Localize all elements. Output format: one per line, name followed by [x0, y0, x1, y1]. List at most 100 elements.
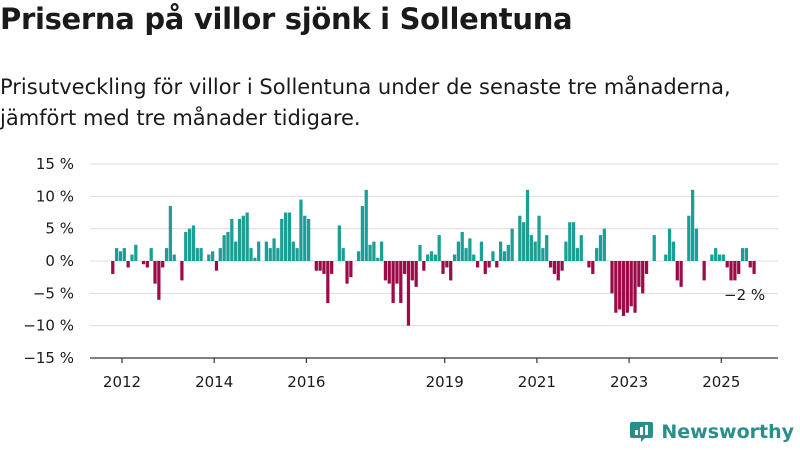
bar: [744, 248, 749, 261]
bar: [237, 218, 242, 261]
bar: [445, 261, 449, 268]
bar: [687, 215, 691, 261]
bar: [134, 244, 138, 261]
gridlines: [90, 163, 778, 327]
bar: [560, 261, 564, 271]
x-tick-label: 2012: [103, 373, 141, 388]
bar: [337, 225, 341, 261]
bar: [633, 261, 637, 313]
y-tick-label: −15 %: [23, 349, 74, 367]
bar: [495, 261, 499, 268]
bar: [748, 261, 752, 268]
y-tick-label: 0 %: [45, 252, 74, 270]
bar: [214, 261, 219, 271]
bar: [245, 212, 249, 261]
bar: [403, 261, 407, 274]
bar: [268, 248, 272, 261]
bar: [479, 241, 484, 261]
x-tick-label: 2016: [287, 373, 325, 388]
annotations: −2 %: [724, 286, 765, 304]
bar: [725, 261, 729, 268]
bar: [118, 251, 123, 261]
bar: [307, 218, 311, 261]
bar: [387, 261, 391, 284]
bar: [579, 235, 583, 261]
bar: [441, 261, 445, 274]
bar-chart: 15 %10 %5 %0 %−5 %−10 %−15 % 2012 2014 201…: [23, 155, 778, 388]
x-tick-label: 2019: [426, 373, 464, 388]
bars: [111, 189, 756, 326]
bar: [195, 248, 199, 261]
bar: [322, 261, 326, 274]
bar: [330, 261, 334, 274]
bar: [740, 248, 745, 261]
bar: [575, 248, 580, 261]
bar: [587, 261, 591, 268]
bar: [318, 261, 322, 271]
bar: [356, 251, 361, 261]
bar: [541, 248, 545, 261]
bar: [548, 261, 553, 268]
bar: [752, 261, 756, 274]
newsworthy-chart-icon: [630, 422, 654, 442]
y-tick-label: −5 %: [33, 284, 74, 302]
bar: [230, 218, 234, 261]
bar: [721, 254, 725, 261]
bar: [395, 261, 399, 284]
bar: [510, 228, 514, 261]
bar: [249, 248, 253, 261]
bar: [506, 244, 510, 261]
bar: [710, 254, 714, 261]
bar: [591, 261, 595, 274]
bar: [625, 261, 629, 313]
bar: [629, 261, 633, 307]
bar: [610, 261, 614, 294]
x-tick-label: 2021: [518, 373, 556, 388]
bar: [595, 248, 599, 261]
bar: [364, 189, 368, 261]
x-axis: 2012 2014 2016 2019 2021 2023 2025: [90, 357, 778, 388]
bar: [637, 261, 641, 287]
bar: [222, 235, 226, 261]
bar: [341, 248, 345, 261]
bar: [502, 251, 507, 261]
bar: [283, 212, 288, 261]
bar: [295, 248, 299, 261]
bar: [598, 235, 603, 261]
bar: [545, 235, 549, 261]
bar: [472, 254, 476, 261]
bar: [468, 238, 472, 261]
bar: [449, 261, 453, 281]
bar: [184, 231, 188, 261]
bar: [372, 241, 376, 261]
bar: [299, 199, 303, 261]
bar: [733, 261, 737, 281]
bar: [383, 261, 388, 281]
bar: [533, 241, 537, 261]
bar: [433, 254, 437, 261]
newsworthy-logo: Newsworthy: [630, 419, 794, 444]
bar: [314, 261, 318, 271]
bar: [714, 248, 718, 261]
bar: [391, 261, 395, 304]
bar: [349, 261, 353, 278]
bar: [675, 261, 679, 281]
bar: [667, 228, 672, 261]
bar: [153, 261, 157, 284]
bar: [529, 235, 533, 261]
y-tick-label: −10 %: [23, 317, 74, 335]
bar: [130, 254, 134, 261]
chart-title: Priserna på villor sjönk i Sollentuna: [0, 2, 573, 36]
bar: [522, 222, 526, 261]
bar: [172, 254, 176, 261]
bar: [564, 241, 568, 261]
bar: [303, 215, 307, 261]
bar: [257, 241, 261, 261]
bar: [525, 189, 530, 261]
bar: [602, 228, 606, 261]
bar: [414, 261, 418, 287]
bar: [376, 257, 380, 261]
bar: [410, 261, 414, 281]
bar: [422, 261, 426, 271]
bar: [644, 261, 649, 274]
